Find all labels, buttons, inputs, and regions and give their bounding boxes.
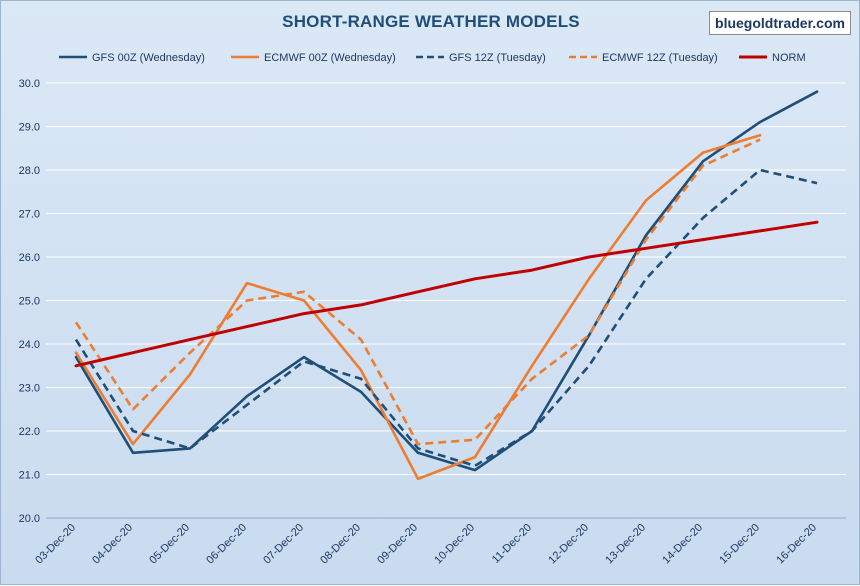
legend-label-1: ECMWF 00Z (Wednesday) <box>264 52 396 64</box>
y-tick-label: 25.0 <box>19 296 40 308</box>
series-line-4 <box>74 220 819 368</box>
x-tick-label: 13-Dec-20 <box>603 522 648 567</box>
x-tick-label: 14-Dec-20 <box>660 522 705 567</box>
x-tick-label: 05-Dec-20 <box>147 522 192 567</box>
x-tick-label: 07-Dec-20 <box>261 522 306 567</box>
x-tick-label: 08-Dec-20 <box>318 522 363 567</box>
x-tick-label: 06-Dec-20 <box>204 522 249 567</box>
y-tick-label: 20.0 <box>19 513 40 525</box>
y-tick-label: 28.0 <box>19 165 40 177</box>
series-line-2 <box>74 168 818 468</box>
y-tick-label: 27.0 <box>19 209 40 221</box>
x-tick-label: 11-Dec-20 <box>490 522 534 566</box>
x-tick-label: 04-Dec-20 <box>90 522 135 567</box>
x-tick-label: 12-Dec-20 <box>546 522 591 567</box>
y-tick-label: 30.0 <box>19 78 40 90</box>
y-tick-label: 23.0 <box>19 383 40 395</box>
watermark-badge: bluegoldtrader.com <box>709 11 851 35</box>
y-tick-label: 22.0 <box>19 426 40 438</box>
legend-label-0: GFS 00Z (Wednesday) <box>92 52 205 64</box>
x-tick-label: 15-Dec-20 <box>717 522 762 567</box>
y-tick-label: 26.0 <box>19 252 40 264</box>
series-line-3 <box>74 138 761 446</box>
y-tick-label: 29.0 <box>19 122 40 134</box>
legend-label-3: ECMWF 12Z (Tuesday) <box>602 52 718 64</box>
chart-title: SHORT-RANGE WEATHER MODELS <box>282 12 580 31</box>
x-tick-label: 10-Dec-20 <box>432 522 477 567</box>
legend-label-4: NORM <box>772 52 806 64</box>
series-line-0 <box>74 90 819 472</box>
x-tick-label: 16-Dec-20 <box>774 522 819 567</box>
series-line-1 <box>74 133 762 481</box>
y-tick-label: 21.0 <box>19 470 40 482</box>
legend-label-2: GFS 12Z (Tuesday) <box>449 52 546 64</box>
x-tick-label: 03-Dec-20 <box>33 522 78 567</box>
y-tick-label: 24.0 <box>19 339 40 351</box>
x-tick-label: 09-Dec-20 <box>375 522 420 567</box>
